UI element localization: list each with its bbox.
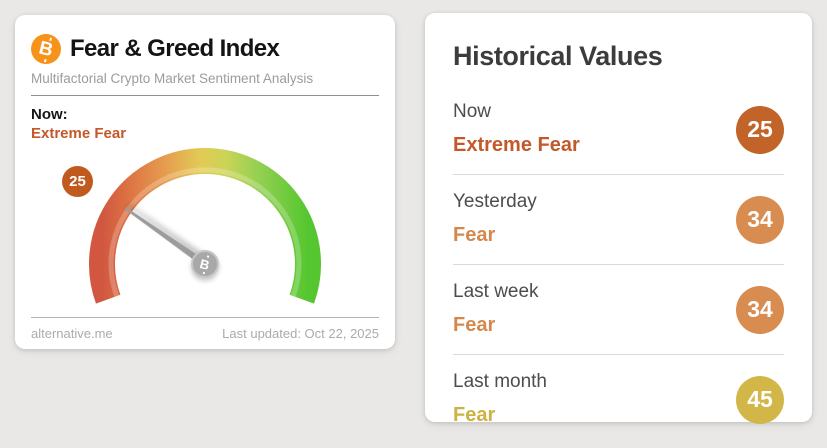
- gauge-needle: [124, 207, 207, 267]
- historical-values-card: Historical Values Now Extreme Fear 25 Ye…: [425, 13, 812, 426]
- history-period-label: Now: [453, 101, 492, 122]
- bitcoin-icon: [31, 34, 61, 64]
- history-sentiment: Fear: [453, 224, 496, 246]
- history-value-badge: 34: [736, 195, 784, 244]
- history-sentiment: Fear: [453, 314, 496, 336]
- history-period-label: Last month: [453, 371, 547, 392]
- widget-footer: alternative.me Last updated: Oct 22, 202…: [31, 317, 379, 341]
- history-period-label: Last week: [453, 281, 539, 302]
- gauge-value: 25: [69, 173, 86, 190]
- gauge-arc: [89, 148, 321, 304]
- bitcoin-hub-icon: [191, 250, 219, 278]
- last-updated-label: Last updated: Oct 22, 2025: [222, 326, 379, 341]
- fear-greed-card: Fear & Greed Index Multifactorial Crypto…: [15, 15, 395, 349]
- current-sentiment: Extreme Fear: [31, 125, 127, 142]
- historical-values-list: Now Extreme Fear 25 Yesterday Fear 34 La…: [453, 85, 784, 444]
- widget-title: Fear & Greed Index: [70, 35, 280, 62]
- history-value-badge: 25: [736, 105, 784, 154]
- gauge: 25: [55, 144, 355, 316]
- historical-values-title: Historical Values: [453, 41, 663, 71]
- history-value-badge: 45: [736, 375, 784, 424]
- history-row-last-week: Last week Fear 34: [453, 265, 784, 355]
- header-divider: [31, 95, 379, 96]
- history-row-last-month: Last month Fear 45: [453, 355, 784, 444]
- fear-greed-header: Fear & Greed Index: [31, 34, 379, 64]
- history-row-now: Now Extreme Fear 25: [453, 85, 784, 175]
- history-value-badge: 34: [736, 285, 784, 334]
- history-sentiment: Fear: [453, 404, 496, 426]
- history-row-yesterday: Yesterday Fear 34: [453, 175, 784, 265]
- source-link[interactable]: alternative.me: [31, 326, 113, 341]
- history-sentiment: Extreme Fear: [453, 134, 580, 156]
- history-period-label: Yesterday: [453, 191, 537, 212]
- widget-subtitle: Multifactorial Crypto Market Sentiment A…: [31, 71, 314, 86]
- gauge-value-badge: 25: [62, 166, 93, 197]
- now-label: Now:: [31, 106, 68, 123]
